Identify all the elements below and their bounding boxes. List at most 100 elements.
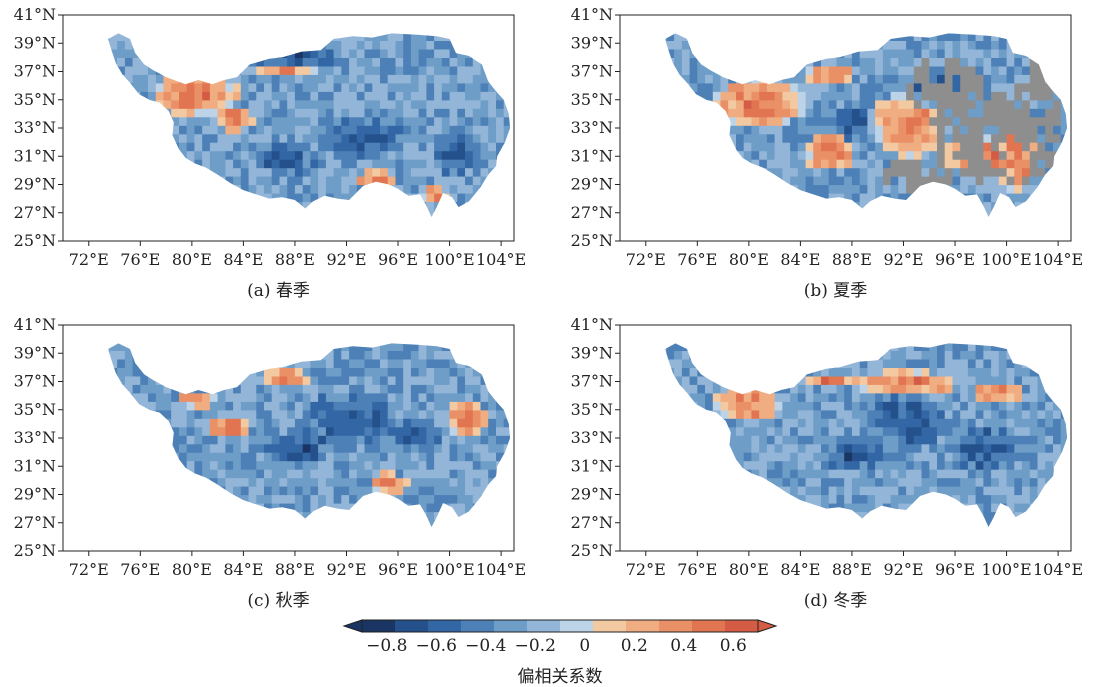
grid-cell [457, 376, 465, 385]
grid-cell [837, 185, 845, 194]
grid-cell [365, 125, 373, 134]
grid-cell [705, 461, 713, 470]
grid-cell [218, 176, 226, 185]
grid-cell [164, 376, 172, 385]
grid-cell [1053, 218, 1061, 227]
grid-cell [945, 520, 953, 529]
grid-cell [403, 469, 411, 478]
grid-cell [898, 201, 906, 210]
grid-cell [914, 117, 922, 126]
grid-cell [960, 57, 968, 66]
grid-cell [674, 151, 682, 160]
grid-cell [511, 210, 519, 219]
grid-cell [690, 376, 698, 385]
grid-cell [133, 83, 141, 92]
grid-cell [272, 176, 280, 185]
grid-cell [929, 176, 937, 185]
grid-cell [388, 334, 396, 343]
grid-cell [744, 49, 752, 58]
grid-cell [1068, 91, 1076, 100]
grid-cell [782, 134, 790, 143]
grid-cell [326, 486, 334, 495]
grid-cell [233, 66, 241, 75]
grid-cell [837, 469, 845, 478]
grid-cell [194, 495, 202, 504]
grid-cell [937, 210, 945, 219]
grid-cell [148, 359, 156, 368]
grid-cell [867, 125, 875, 134]
grid-cell [891, 134, 899, 143]
grid-cell [775, 193, 783, 202]
grid-cell [403, 334, 411, 343]
grid-cell [860, 367, 868, 376]
grid-cell [133, 444, 141, 453]
grid-cell [287, 32, 295, 41]
grid-cell [728, 511, 736, 520]
grid-cell [349, 486, 357, 495]
grid-cell [295, 193, 303, 202]
grid-cell [968, 74, 976, 83]
grid-cell [210, 210, 218, 219]
grid-cell [164, 210, 172, 219]
lat-tick-label: 29°N [14, 175, 56, 194]
grid-cell [775, 201, 783, 210]
grid-cell [991, 83, 999, 92]
grid-cell [349, 528, 357, 537]
grid-cell [1030, 83, 1038, 92]
grid-cell [133, 478, 141, 487]
grid-cell [937, 24, 945, 33]
grid-cell [419, 83, 427, 92]
grid-cell [751, 125, 759, 134]
grid-cell [133, 142, 141, 151]
grid-cell [310, 176, 318, 185]
grid-cell [194, 176, 202, 185]
grid-cell [125, 410, 133, 419]
grid-cell [225, 151, 233, 160]
grid-cell [481, 134, 489, 143]
grid-cell [891, 376, 899, 385]
grid-cell [837, 210, 845, 219]
grid-cell [403, 218, 411, 227]
grid-cell [109, 100, 117, 109]
grid-cell [102, 520, 110, 529]
grid-cell [844, 478, 852, 487]
grid-cell [202, 185, 210, 194]
grid-cell [929, 108, 937, 117]
grid-cell [388, 218, 396, 227]
grid-cell [202, 49, 210, 58]
grid-cell [860, 185, 868, 194]
grid-cell [504, 57, 512, 66]
grid-cell [759, 57, 767, 66]
grid-cell [473, 159, 481, 168]
grid-cell [380, 57, 388, 66]
grid-cell [148, 410, 156, 419]
grid-cell [697, 32, 705, 41]
grid-cell [210, 503, 218, 512]
grid-cell [883, 108, 891, 117]
grid-cell [759, 142, 767, 151]
grid-cell [380, 117, 388, 126]
grid-cell [875, 486, 883, 495]
grid-cell [852, 159, 860, 168]
grid-cell [806, 393, 814, 402]
grid-cell [914, 125, 922, 134]
grid-cell [759, 210, 767, 219]
grid-cell [806, 142, 814, 151]
grid-cell [953, 359, 961, 368]
grid-cell [465, 478, 473, 487]
grid-cell [744, 478, 752, 487]
grid-cell [481, 185, 489, 194]
grid-cell [705, 125, 713, 134]
grid-cell [109, 452, 117, 461]
grid-cell [473, 176, 481, 185]
grid-cell [179, 469, 187, 478]
grid-cell [953, 24, 961, 33]
grid-cell [883, 478, 891, 487]
grid-cell [125, 108, 133, 117]
grid-cell [798, 435, 806, 444]
grid-cell [852, 342, 860, 351]
grid-cell [372, 24, 380, 33]
grid-cell [457, 511, 465, 520]
grid-cell [310, 495, 318, 504]
grid-cell [999, 108, 1007, 117]
